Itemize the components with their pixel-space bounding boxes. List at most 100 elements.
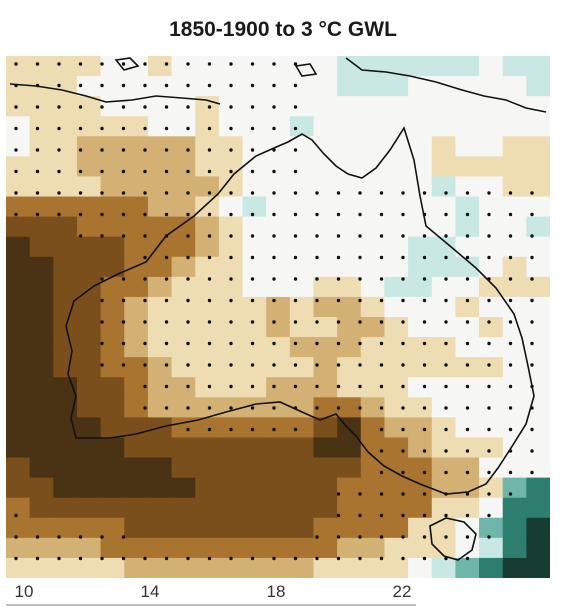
grid-cell [337,377,362,398]
stipple-dot [487,255,491,260]
stipple-dot [401,212,405,217]
stipple-dot [229,126,233,131]
grid-cell [431,517,456,539]
grid-cell [337,196,362,218]
stipple-dot [336,234,341,238]
grid-cell [195,397,220,418]
grid-cell [266,377,291,398]
grid-cell [266,417,291,439]
stipple-dot [487,212,491,217]
stipple-dot [100,556,104,561]
stipple-dot [401,556,405,561]
stipple-dot [164,255,169,260]
grid-cell [455,276,480,298]
grid-cell [100,357,125,378]
stipple-dot [186,169,190,174]
grid-cell [242,537,267,559]
grid-cell [289,256,315,278]
stipple-dot [207,83,212,88]
stipple-dot [207,212,212,217]
grid-cell [360,557,386,578]
grid-cell [360,56,386,77]
stipple-dot [508,384,513,389]
stipple-dot [143,277,147,281]
grid-cell [266,176,291,198]
grid-cell [526,337,550,358]
grid-cell [502,116,527,137]
stipple-dot [315,341,319,346]
stipple-dot [164,320,169,324]
grid-cell [100,136,125,157]
stipple-dot [293,556,298,561]
stipple-dot [229,234,233,238]
grid-cell [53,557,78,578]
stipple-dot [336,298,341,303]
stipple-dot [100,126,104,131]
grid-cell [100,537,125,559]
stipple-dot [229,384,233,389]
grid-cell [455,517,480,539]
stipple-dot [530,341,534,346]
grid-cell [29,317,54,338]
grid-cell [526,537,550,559]
grid-cell [313,256,338,278]
stipple-dot [250,191,255,195]
grid-cell [53,377,78,398]
stipple-dot [143,341,147,346]
stipple-dot [508,255,513,260]
grid-cell [479,457,504,479]
grid-cell [502,216,527,238]
stipple-dot [250,126,255,131]
stipple-dot [186,105,190,109]
stipple-dots [14,62,534,561]
grid-cell [242,317,267,338]
grid-cell [526,216,550,238]
grid-cell [6,337,31,358]
stipple-dot [186,191,190,195]
grid-cell [53,96,78,117]
grid-cell [195,517,220,539]
grid-cell [29,557,54,578]
grid-cell [100,216,125,238]
grid-cell [526,276,550,298]
grid-cell [360,417,386,439]
grid-cell [266,477,291,499]
stipple-dot [379,341,384,346]
grid-cell [337,96,362,117]
stipple-dot [336,384,341,389]
grid-cell [289,517,315,539]
stipple-dot [444,320,448,324]
grid-cell [218,517,244,539]
grid-cell [53,116,78,137]
grid-cell [76,56,102,77]
grid-cell [289,116,315,137]
stipple-dot [315,320,319,324]
grid-cell [100,337,125,358]
grid-cell [408,497,433,519]
grid-cell [195,156,220,178]
grid-cell [431,457,456,479]
stipple-dot [315,191,319,195]
grid-cell [76,196,102,218]
stipple-dot [143,169,147,174]
stipple-dot [186,298,190,303]
grid-cell [431,236,456,258]
grid-cell [479,357,504,378]
stipple-dot [379,406,384,410]
grid-cell [313,216,338,238]
grid-cell [53,136,78,157]
stipple-dot [186,406,190,410]
stipple-dot [164,212,169,217]
stipple-dot [379,449,384,453]
stipple-dot [293,212,298,217]
grid-cell [289,477,315,499]
stipple-dot [401,277,405,281]
grid-cell [360,437,386,459]
grid-cell [408,116,433,137]
grid-cell [502,377,527,398]
grid-cell [242,557,267,578]
stipple-dot [100,105,104,109]
grid-cell [100,517,125,539]
stipple-dot [186,427,190,432]
grid-cell [408,377,433,398]
